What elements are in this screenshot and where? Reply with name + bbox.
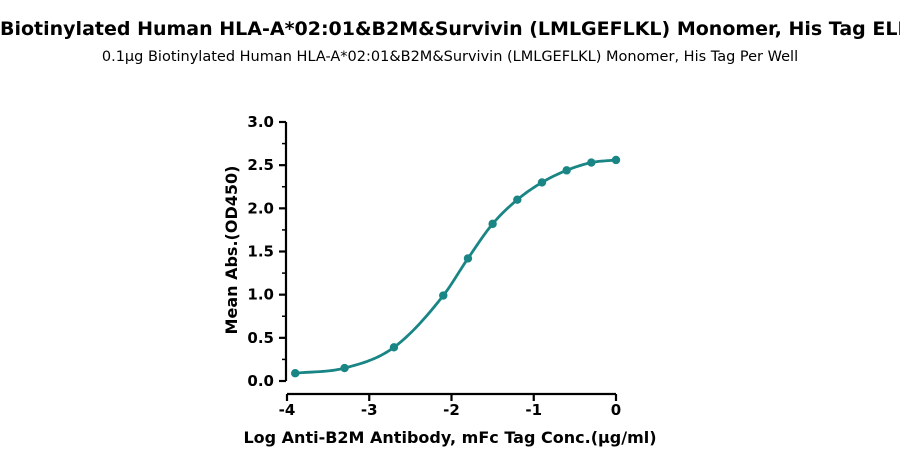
y-tick-label: 0.0: [247, 372, 274, 390]
fit-curve-layer: [295, 158, 617, 375]
data-point: [488, 219, 497, 229]
data-point: [463, 254, 473, 263]
x-tick-label: -4: [279, 401, 296, 419]
y-tick-label: 2.5: [247, 156, 274, 174]
y-tick-label: 1.0: [247, 286, 274, 304]
x-tick-label: -2: [443, 401, 460, 419]
chart-title: Biotinylated Human HLA-A*02:01&B2M&Survi…: [0, 18, 900, 40]
y-tick-label: 1.5: [247, 243, 274, 261]
data-point: [513, 195, 522, 204]
chart-subtitle: 0.1μg Biotinylated Human HLA-A*02:01&B2M…: [101, 49, 799, 65]
axes: 0.0 0.5 1.0 1.5 2.0 2.5 3.0 -4 -3 -2 -1 0: [247, 113, 621, 419]
fit-curve: [295, 158, 617, 375]
data-point: [389, 343, 399, 352]
x-tick-label: -1: [525, 401, 542, 419]
y-axis-title: Mean Abs.(OD450): [222, 166, 241, 335]
y-tick-label: 0.5: [247, 329, 274, 347]
x-tick-label: -3: [361, 401, 378, 419]
x-axis-title: Log Anti-B2M Antibody, mFc Tag Conc.(μg/…: [243, 428, 656, 447]
data-point: [537, 178, 547, 187]
data-point: [340, 363, 349, 373]
y-tick-label: 3.0: [247, 113, 274, 131]
data-point: [439, 291, 448, 300]
y-tick-label: 2.0: [247, 199, 274, 217]
data-points-layer: [291, 155, 621, 378]
data-point: [562, 166, 571, 175]
x-tick-label: 0: [611, 401, 621, 419]
data-point: [611, 155, 621, 165]
data-point: [291, 369, 300, 378]
data-point: [587, 158, 596, 167]
